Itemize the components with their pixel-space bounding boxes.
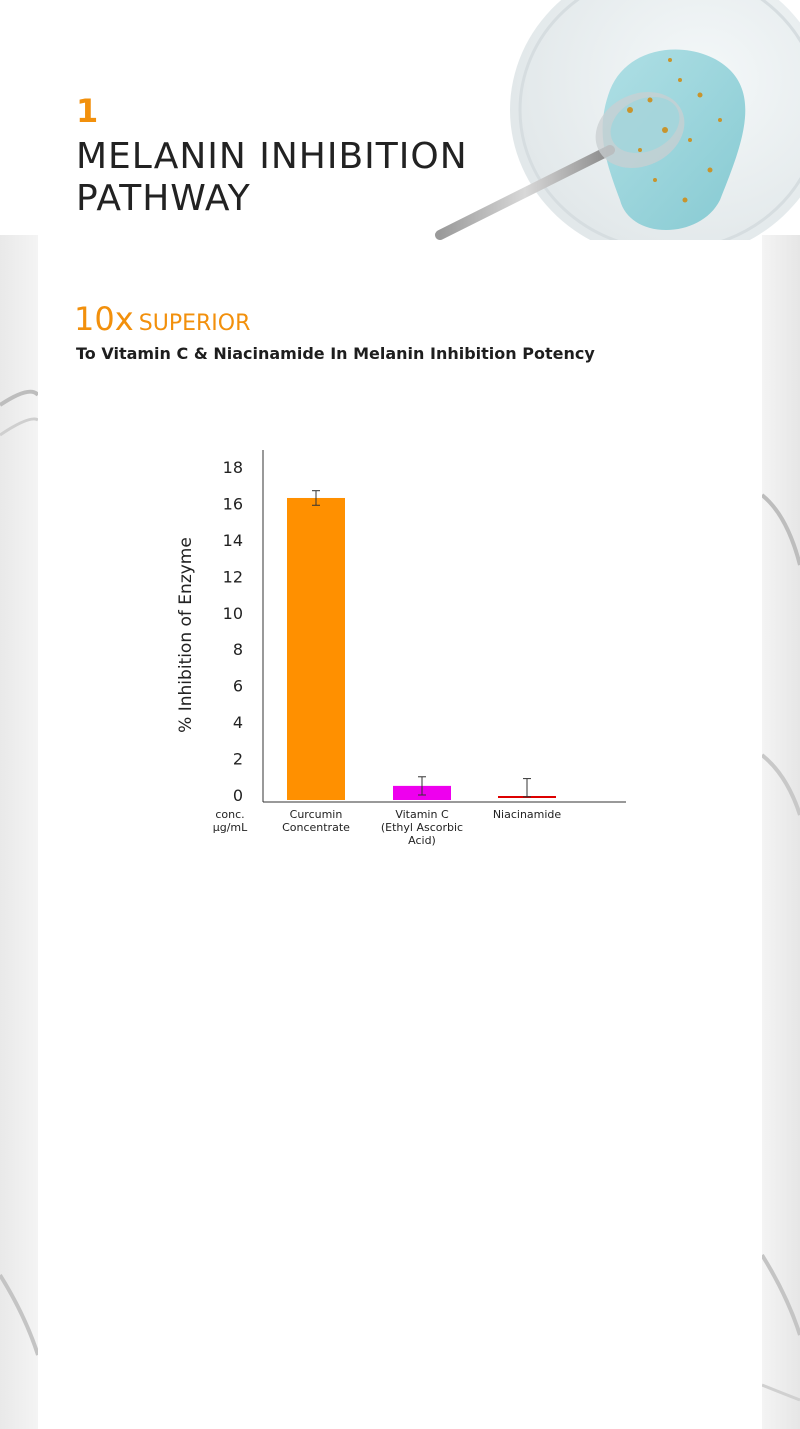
y-axis-label: % Inhibition of Enzyme (176, 537, 196, 733)
y-tick-label: 0 (233, 786, 243, 805)
step-number: 1 (76, 92, 99, 130)
x-axis-unit-label: µg/mL (213, 821, 248, 834)
y-tick-label: 6 (233, 677, 243, 696)
y-tick-label: 2 (233, 750, 243, 769)
category-label: Curcumin (290, 808, 343, 821)
background-glass-left (0, 235, 38, 1429)
category-label: (Ethyl Ascorbic (381, 821, 463, 834)
superiority-headline: 10x SUPERIOR (74, 300, 250, 338)
background-glass-right (762, 235, 800, 1429)
category-label: Vitamin C (395, 808, 449, 821)
category-label: Niacinamide (493, 808, 562, 821)
category-label: Acid) (408, 834, 436, 847)
y-tick-label: 10 (223, 604, 243, 623)
y-tick-label: 18 (223, 458, 243, 477)
superiority-label: SUPERIOR (138, 311, 251, 336)
y-tick-label: 8 (233, 640, 243, 659)
superiority-subtitle: To Vitamin C & Niacinamide In Melanin In… (76, 344, 595, 363)
x-axis-unit-label: conc. (215, 808, 244, 821)
serum-spoon-image (400, 0, 800, 260)
superiority-multiplier: 10x (74, 300, 134, 338)
category-label: Concentrate (282, 821, 350, 834)
page-title: MELANIN INHIBITION PATHWAY (76, 136, 468, 219)
y-tick-label: 16 (223, 494, 243, 513)
y-tick-label: 4 (233, 713, 243, 732)
y-tick-label: 14 (223, 531, 243, 550)
content-panel (38, 235, 762, 1429)
bar (287, 497, 345, 800)
y-tick-label: 12 (223, 567, 243, 586)
